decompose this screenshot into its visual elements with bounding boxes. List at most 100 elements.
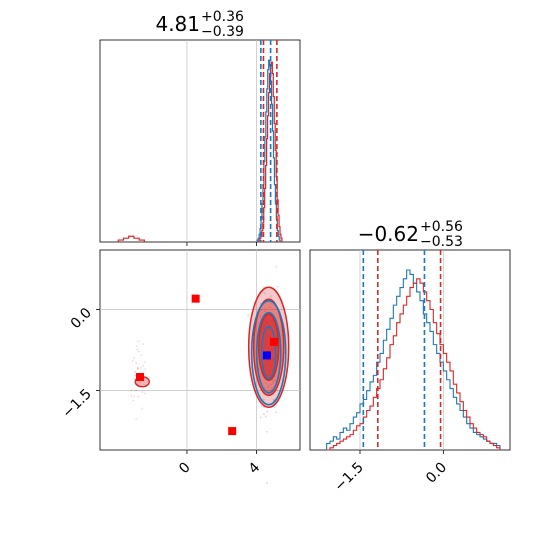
joint-outlier-point bbox=[130, 394, 133, 397]
joint-contour-red-2 bbox=[257, 313, 280, 382]
joint-sample-point bbox=[267, 386, 270, 389]
joint-sample-point bbox=[271, 386, 273, 389]
panel-1-title-sub: −0.39 bbox=[201, 24, 244, 40]
joint-sample-point bbox=[264, 415, 267, 418]
joint-outlier-point bbox=[137, 367, 139, 370]
joint-outlier-point bbox=[137, 395, 140, 398]
panel-2-quantile-lines bbox=[362, 250, 442, 450]
joint-sample-point bbox=[274, 375, 276, 378]
joint-outlier-point bbox=[132, 399, 135, 402]
joint-sample-point bbox=[266, 430, 268, 433]
joint-contour-blue-0 bbox=[250, 299, 287, 406]
p2-hist-series_b bbox=[326, 278, 501, 451]
joint-sample-point bbox=[269, 389, 271, 392]
joint-sample-point bbox=[263, 291, 266, 294]
p2-tick-label-1: 0.0 bbox=[423, 460, 450, 487]
panel-2-title-sup: +0.56 bbox=[420, 219, 463, 235]
panel-1-histograms bbox=[117, 59, 283, 243]
joint-sample-point bbox=[273, 406, 276, 409]
panel-2-grid bbox=[359, 250, 444, 450]
joint-sample-point bbox=[272, 399, 275, 402]
joint-outlier-point bbox=[144, 368, 146, 370]
p1-hist-series-0 bbox=[256, 59, 282, 243]
joint-sample-point bbox=[247, 314, 250, 317]
joint-y-tick-label-1: −1.5 bbox=[59, 386, 94, 421]
joint-red-marker-2 bbox=[228, 427, 237, 436]
joint-blue-marker bbox=[262, 351, 271, 360]
joint-outlier-point bbox=[135, 389, 138, 392]
joint-sample-point bbox=[273, 379, 275, 382]
joint-outlier-point bbox=[130, 389, 133, 392]
panel-marginal-2: −0.62 +0.56 −0.53 −1.5 0.0 bbox=[309, 219, 511, 495]
joint-sample-point bbox=[259, 315, 262, 317]
joint-sample-point bbox=[260, 308, 263, 311]
panel-2-frame bbox=[309, 249, 511, 451]
joint-frame bbox=[99, 249, 301, 451]
p2-tick-label-0: −1.5 bbox=[331, 460, 366, 495]
joint-sample-point bbox=[262, 413, 265, 416]
joint-x-tick-label-0: 0 bbox=[176, 460, 194, 478]
panel-1-title-sup: +0.36 bbox=[201, 9, 244, 25]
panel-2-title-value: −0.62 bbox=[358, 222, 419, 246]
joint-outlier-point bbox=[133, 374, 136, 377]
p1-hist-series-1 bbox=[258, 61, 283, 243]
joint-sample-point bbox=[259, 302, 262, 305]
joint-sample-point bbox=[269, 295, 272, 298]
joint-markers bbox=[136, 294, 278, 436]
joint-outlier-point bbox=[141, 391, 144, 394]
joint-x-tick-label-1: 4 bbox=[246, 459, 264, 477]
panel-1-title: 4.81 bbox=[155, 12, 200, 36]
joint-outlier-point bbox=[134, 389, 137, 392]
joint-sample-point bbox=[264, 310, 266, 313]
panel-1-quantile-lines bbox=[260, 40, 278, 242]
joint-outlier-point bbox=[133, 377, 135, 380]
joint-sample-point bbox=[271, 379, 274, 381]
joint-sample-point bbox=[267, 389, 269, 392]
joint-outlier-point bbox=[140, 354, 143, 357]
joint-outlier-point bbox=[142, 343, 145, 346]
joint-outlier-point bbox=[137, 367, 140, 370]
joint-outlier-point bbox=[136, 366, 139, 369]
joint-outlier-point bbox=[132, 395, 135, 398]
joint-outlier-point bbox=[142, 364, 145, 367]
panel-1-grid bbox=[186, 40, 257, 242]
joint-outlier-point bbox=[131, 360, 134, 362]
panel-1-frame bbox=[99, 39, 301, 243]
joint-red-marker-3 bbox=[269, 337, 278, 346]
joint-outlier-point bbox=[140, 366, 142, 369]
p2-hist-series_a bbox=[326, 269, 501, 450]
joint-outlier-point bbox=[133, 371, 136, 374]
joint-outlier-point bbox=[135, 418, 138, 420]
joint-sample-point bbox=[259, 416, 262, 419]
joint-sample-point bbox=[263, 387, 266, 389]
joint-outlier-point bbox=[139, 381, 142, 384]
joint-sample-point bbox=[265, 382, 268, 385]
joint-outlier-point bbox=[144, 392, 146, 395]
joint-outlier-point bbox=[136, 348, 139, 351]
panel-1-title-value: 4.81 bbox=[155, 12, 200, 36]
joint-red-marker-1 bbox=[191, 294, 200, 303]
joint-sample-point bbox=[266, 410, 269, 413]
joint-red-marker-0 bbox=[136, 373, 144, 382]
joint-y-tick-label-0: 0.0 bbox=[68, 305, 95, 332]
joint-sample-point bbox=[264, 307, 267, 310]
joint-outlier-point bbox=[132, 357, 135, 359]
joint-outlier-point bbox=[137, 340, 140, 343]
panel-2-x-ticks: −1.5 0.0 bbox=[331, 450, 450, 495]
joint-outlier-point bbox=[143, 361, 146, 364]
joint-sample-point bbox=[276, 285, 279, 288]
joint-sample-point bbox=[275, 265, 278, 268]
panel-2-histograms bbox=[326, 269, 501, 451]
p1-hist-outliers bbox=[117, 235, 145, 242]
joint-sample-point bbox=[260, 405, 263, 408]
joint-sample-point bbox=[266, 481, 269, 484]
panel-2-title-sub: −0.53 bbox=[420, 234, 463, 250]
joint-sample-point bbox=[268, 306, 271, 309]
panel-2-title: −0.62 bbox=[358, 222, 419, 246]
joint-sample-point bbox=[275, 411, 278, 414]
joint-outlier-point bbox=[138, 350, 140, 353]
joint-outlier-point bbox=[135, 345, 138, 348]
joint-contour-blue-2 bbox=[260, 325, 277, 380]
joint-sample-point bbox=[274, 379, 277, 382]
